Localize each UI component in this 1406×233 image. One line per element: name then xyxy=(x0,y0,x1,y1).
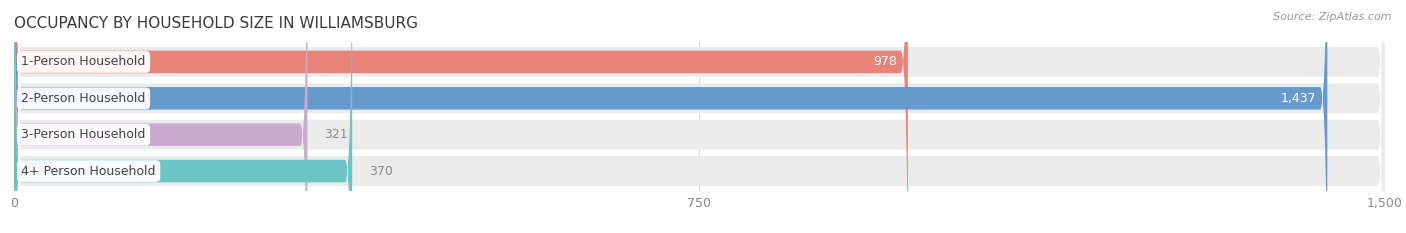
Text: 321: 321 xyxy=(323,128,347,141)
Text: OCCUPANCY BY HOUSEHOLD SIZE IN WILLIAMSBURG: OCCUPANCY BY HOUSEHOLD SIZE IN WILLIAMSB… xyxy=(14,16,418,31)
Text: 978: 978 xyxy=(873,55,897,69)
FancyBboxPatch shape xyxy=(14,0,908,233)
FancyBboxPatch shape xyxy=(14,0,353,233)
Text: 2-Person Household: 2-Person Household xyxy=(21,92,146,105)
FancyBboxPatch shape xyxy=(14,0,1385,233)
FancyBboxPatch shape xyxy=(14,0,308,233)
FancyBboxPatch shape xyxy=(14,0,1327,233)
FancyBboxPatch shape xyxy=(14,0,1385,233)
Text: 370: 370 xyxy=(368,164,392,178)
Text: 1,437: 1,437 xyxy=(1281,92,1316,105)
Text: 1-Person Household: 1-Person Household xyxy=(21,55,146,69)
FancyBboxPatch shape xyxy=(14,0,1385,233)
Text: Source: ZipAtlas.com: Source: ZipAtlas.com xyxy=(1274,12,1392,22)
Text: 4+ Person Household: 4+ Person Household xyxy=(21,164,156,178)
FancyBboxPatch shape xyxy=(14,0,1385,233)
Text: 3-Person Household: 3-Person Household xyxy=(21,128,146,141)
